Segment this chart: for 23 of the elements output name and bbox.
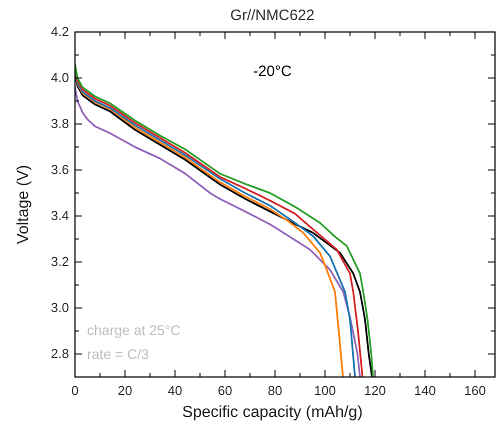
y-tick-label: 3.0 bbox=[50, 300, 69, 315]
y-tick-label: 3.4 bbox=[50, 208, 69, 223]
annotation: rate = C/3 bbox=[87, 346, 150, 362]
x-tick-label: 140 bbox=[414, 383, 436, 398]
y-tick-label: 4.0 bbox=[50, 70, 69, 85]
annotation: charge at 25°C bbox=[87, 322, 181, 338]
y-axis-title: Voltage (V) bbox=[15, 164, 32, 244]
x-tick-label: 40 bbox=[168, 383, 182, 398]
x-tick-label: 60 bbox=[218, 383, 232, 398]
x-tick-label: 80 bbox=[268, 383, 282, 398]
x-tick-label: 100 bbox=[314, 383, 336, 398]
y-tick-label: 4.2 bbox=[50, 24, 69, 39]
x-axis-title: Specific capacity (mAh/g) bbox=[182, 404, 363, 421]
x-tick-label: 20 bbox=[118, 383, 132, 398]
annotation: -20°C bbox=[253, 63, 292, 80]
x-tick-label: 120 bbox=[364, 383, 386, 398]
y-tick-label: 3.8 bbox=[50, 116, 69, 131]
y-tick-label: 3.6 bbox=[50, 162, 69, 177]
x-tick-label: 0 bbox=[71, 383, 79, 398]
y-tick-label: 2.8 bbox=[50, 346, 69, 361]
x-tick-label: 160 bbox=[464, 383, 486, 398]
chart-title: Gr//NMC622 bbox=[230, 7, 314, 24]
y-tick-label: 3.2 bbox=[50, 254, 69, 269]
